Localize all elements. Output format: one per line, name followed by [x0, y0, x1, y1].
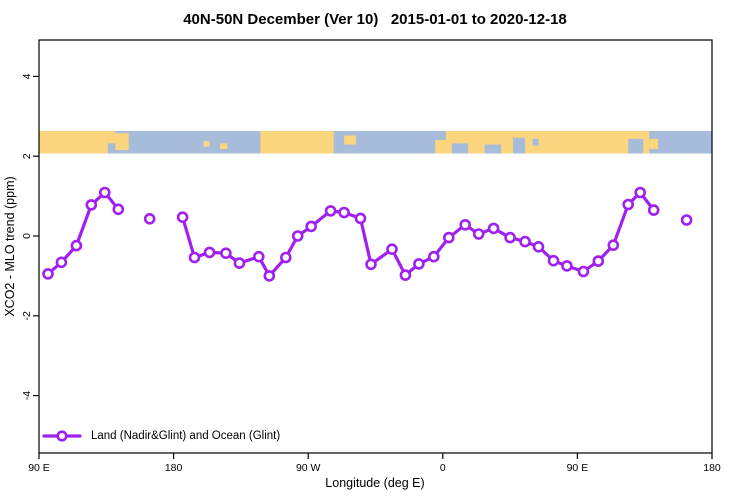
chart-title: 40N-50N December (Ver 10) 2015-01-01 to … — [183, 11, 567, 28]
map-band-land — [115, 133, 129, 151]
data-point — [577, 265, 590, 278]
data-point — [252, 250, 265, 263]
data-point — [634, 186, 647, 199]
legend-line-marker-icon — [42, 430, 82, 442]
legend: Land (Nadir&Glint) and Ocean (Glint) — [42, 429, 280, 443]
map-band-land — [39, 131, 108, 154]
map-band-ocean-patch — [451, 143, 469, 154]
data-point — [324, 205, 337, 217]
y-tick-label: 0 — [21, 233, 33, 239]
map-band-land — [203, 141, 210, 147]
data-point — [99, 186, 111, 199]
x-tick-label: 90 E — [567, 462, 589, 474]
data-point — [472, 228, 485, 240]
data-point — [305, 220, 318, 233]
data-point — [354, 212, 367, 225]
data-point — [112, 203, 125, 216]
data-point — [519, 235, 531, 248]
legend-label: Land (Nadir&Glint) and Ocean (Glint) — [91, 430, 281, 442]
data-point — [233, 257, 246, 269]
data-point — [622, 198, 635, 211]
data-point — [427, 250, 440, 263]
map-band-ocean-patch — [432, 131, 446, 140]
data-point — [592, 255, 605, 267]
y-tick-label: 4 — [21, 73, 33, 79]
data-point — [176, 211, 189, 223]
x-tick-label: 90 W — [296, 462, 321, 474]
data-point — [85, 199, 98, 211]
plot-border — [38, 39, 713, 454]
data-point — [291, 230, 304, 242]
data-point — [220, 247, 232, 259]
data-point — [680, 214, 693, 226]
data-point — [487, 222, 500, 235]
map-band-ocean-patch — [513, 137, 526, 154]
data-point — [647, 204, 660, 216]
data-point — [338, 206, 350, 219]
map-band-land — [344, 135, 357, 145]
data-point — [442, 231, 455, 244]
data-point — [504, 231, 516, 244]
data-point — [70, 239, 83, 252]
x-tick-label: 180 — [703, 462, 721, 474]
map-band-ocean-patch — [532, 138, 539, 146]
map-band-ocean-patch — [484, 144, 502, 154]
data-point — [413, 258, 425, 270]
map-band-land — [649, 138, 659, 149]
data-point — [42, 268, 54, 280]
map-band-land — [107, 131, 116, 144]
map-band-ocean-patch — [628, 138, 644, 154]
data-point — [532, 241, 545, 253]
y-tick-label: -2 — [21, 311, 33, 320]
data-point — [399, 269, 412, 281]
x-tick-label: 90 E — [28, 462, 50, 474]
map-band-land — [219, 143, 228, 149]
data-point — [263, 270, 276, 282]
map-band-land — [260, 131, 334, 154]
data-point — [143, 213, 156, 225]
data-point — [188, 251, 201, 264]
data-point — [365, 258, 377, 271]
y-axis-title: XCO2 - MLO trend (ppm) — [3, 176, 17, 316]
data-point — [607, 239, 620, 251]
data-point — [547, 254, 560, 267]
data-point — [561, 260, 573, 272]
data-point — [203, 246, 216, 259]
x-axis-title: Longitude (deg E) — [325, 476, 425, 490]
data-point — [55, 256, 68, 269]
x-tick-label: 0 — [440, 462, 446, 474]
y-tick-label: 2 — [21, 153, 33, 159]
x-tick-label: 180 — [165, 462, 183, 474]
data-point — [459, 219, 472, 231]
data-point — [279, 251, 292, 264]
data-point — [386, 243, 398, 255]
y-tick-label: -4 — [21, 391, 33, 400]
